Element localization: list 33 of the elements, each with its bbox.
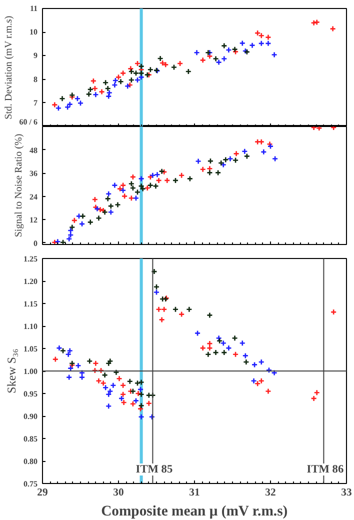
y-tick-label: 0 bbox=[34, 238, 38, 248]
x-tick-label: 30 bbox=[113, 488, 124, 498]
y-tick-label: 11 bbox=[30, 4, 38, 13]
ref-line-label: ITM 86 bbox=[306, 464, 344, 476]
y-tick-label: 0.85 bbox=[24, 434, 38, 444]
y-tick-label: 24 bbox=[30, 192, 38, 202]
x-tick-label: 29 bbox=[37, 488, 48, 498]
y-tick-label: 0.90 bbox=[24, 412, 38, 421]
y-tick-label: 1.10 bbox=[24, 322, 38, 331]
y-tick-label: 1.05 bbox=[24, 344, 38, 354]
y-tick-label: 10 bbox=[30, 28, 38, 37]
y-tick-label: 36 bbox=[30, 169, 38, 178]
x-tick-label: 31 bbox=[189, 488, 200, 498]
y-tick-label: 1.25 bbox=[24, 254, 38, 264]
y-tick-label: 0.80 bbox=[24, 457, 38, 466]
y-tick-label: 12 bbox=[30, 216, 38, 225]
y-tick-label: 8 bbox=[34, 74, 38, 84]
y-axis-title: Std. Deviation (mV r.m.s) bbox=[3, 16, 14, 120]
y-tick-label: 0.95 bbox=[24, 390, 38, 398]
ref-line-label: ITM 85 bbox=[136, 464, 173, 476]
y-tick-label: 9 bbox=[34, 51, 38, 60]
y-tick-label: 7 bbox=[34, 98, 38, 108]
x-tick-label: 32 bbox=[265, 488, 276, 498]
y-axis-title: Signal to Noise Ratio (%) bbox=[14, 134, 24, 238]
x-tick-label: 33 bbox=[341, 488, 352, 498]
y-tick-label: 48 bbox=[30, 146, 38, 155]
y-tick-label: 60 / 6 bbox=[19, 118, 38, 126]
x-axis-title: Composite mean μ (mV r.m.s) bbox=[101, 504, 288, 520]
y-axis-title: Skew S₃₆ bbox=[4, 348, 18, 394]
y-tick-label: 1.15 bbox=[24, 300, 38, 308]
y-tick-label: 1.20 bbox=[24, 277, 38, 286]
y-tick-label: 0.75 bbox=[24, 480, 38, 488]
y-tick-label: 1.00 bbox=[24, 367, 38, 376]
